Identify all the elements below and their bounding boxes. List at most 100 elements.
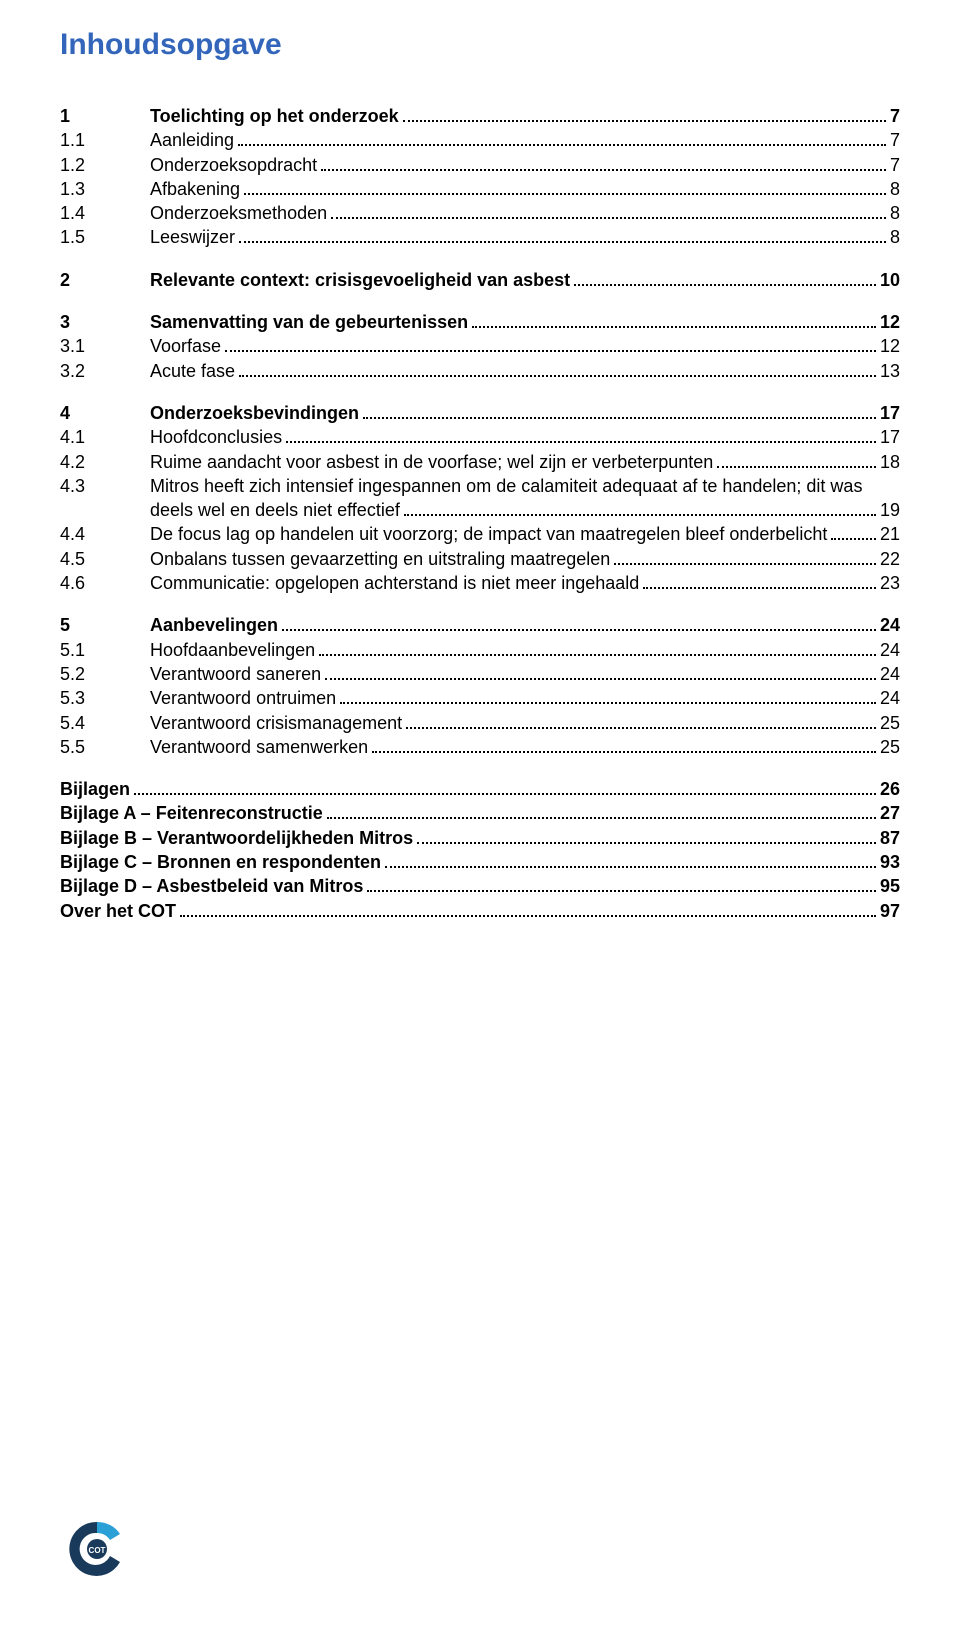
logo: COT (60, 1516, 134, 1582)
toc-number: 4.4 (60, 522, 150, 546)
toc-page: 8 (890, 201, 900, 225)
toc-leader (325, 664, 876, 680)
toc-number: 4.5 (60, 547, 150, 571)
toc-page: 93 (880, 850, 900, 874)
toc-page: 25 (880, 711, 900, 735)
toc-page: 25 (880, 735, 900, 759)
toc-page: 10 (880, 268, 900, 292)
toc-page: 13 (880, 359, 900, 383)
toc-page: 8 (890, 225, 900, 249)
toc-row: 4.5Onbalans tussen gevaarzetting en uits… (60, 547, 900, 571)
toc-gap (60, 759, 900, 777)
toc-label: Bijlagen (60, 777, 130, 801)
toc-leader (321, 155, 886, 171)
toc-row: 2Relevante context: crisisgevoeligheid v… (60, 268, 900, 292)
toc-page: 18 (880, 450, 900, 474)
toc-leader (134, 780, 876, 796)
toc-label: Verantwoord samenwerken (150, 735, 368, 759)
toc-label: Bijlage C – Bronnen en respondenten (60, 850, 381, 874)
toc-leader (363, 403, 876, 419)
toc-label: Onderzoeksopdracht (150, 153, 317, 177)
toc-leader (367, 877, 876, 893)
toc-leader (417, 828, 876, 844)
toc-row: Bijlagen 26 (60, 777, 900, 801)
toc-label: Communicatie: opgelopen achterstand is n… (150, 571, 639, 595)
toc-row: Bijlage D – Asbestbeleid van Mitros95 (60, 874, 900, 898)
toc-row: 1.1Aanleiding7 (60, 128, 900, 152)
toc-gap (60, 86, 900, 104)
toc-row: Bijlage B – Verantwoordelijkheden Mitros… (60, 826, 900, 850)
toc-number: 1.3 (60, 177, 150, 201)
toc-leader (238, 131, 886, 147)
toc-number: 1 (60, 104, 150, 128)
toc-label: Bijlage A – Feitenreconstructie (60, 801, 323, 825)
toc-number: 4 (60, 401, 150, 425)
toc-leader (340, 689, 876, 705)
toc-number: 3 (60, 310, 150, 334)
toc-page: 24 (880, 662, 900, 686)
toc-label: Hoofdaanbevelingen (150, 638, 315, 662)
toc-row: 5.3Verantwoord ontruimen24 (60, 686, 900, 710)
toc-number: 5.3 (60, 686, 150, 710)
toc-page: 12 (880, 310, 900, 334)
toc-label: Ruime aandacht voor asbest in de voorfas… (150, 450, 713, 474)
toc-label: Relevante context: crisisgevoeligheid va… (150, 268, 570, 292)
toc-number: 1.5 (60, 225, 150, 249)
toc-label: Acute fase (150, 359, 235, 383)
logo-text: COT (89, 1546, 106, 1555)
toc-label: Mitros heeft zich intensief ingespannen … (150, 474, 862, 498)
toc-leader (327, 804, 876, 820)
toc-number: 1.2 (60, 153, 150, 177)
toc-page: 23 (880, 571, 900, 595)
toc-leader (331, 204, 886, 220)
toc-page: 97 (880, 899, 900, 923)
toc-label: Aanbevelingen (150, 613, 278, 637)
toc-label: Bijlage B – Verantwoordelijkheden Mitros (60, 826, 413, 850)
toc-number: 5.1 (60, 638, 150, 662)
toc-row: 4Onderzoeksbevindingen17 (60, 401, 900, 425)
toc-page: 19 (880, 498, 900, 522)
toc-leader (286, 428, 876, 444)
toc-label: Aanleiding (150, 128, 234, 152)
toc-page: 7 (890, 153, 900, 177)
toc-number: 5 (60, 613, 150, 637)
toc-leader (406, 713, 876, 729)
toc-label: Verantwoord crisismanagement (150, 711, 402, 735)
toc-row: 5.4Verantwoord crisismanagement25 (60, 711, 900, 735)
toc-leader (244, 179, 886, 195)
toc-leader (372, 737, 876, 753)
toc-leader (403, 107, 886, 123)
toc-number: 4.1 (60, 425, 150, 449)
toc-leader (404, 501, 876, 517)
toc-number: 2 (60, 268, 150, 292)
toc-row: 1.3Afbakening8 (60, 177, 900, 201)
toc-row: 4.1Hoofdconclusies17 (60, 425, 900, 449)
toc-number: 4.2 (60, 450, 150, 474)
toc-label: Onbalans tussen gevaarzetting en uitstra… (150, 547, 610, 571)
toc-number: 5.2 (60, 662, 150, 686)
toc-row: 1.4Onderzoeksmethoden 8 (60, 201, 900, 225)
toc-page: 12 (880, 334, 900, 358)
toc-leader (239, 361, 876, 377)
toc-label: deels wel en deels niet effectief (150, 498, 400, 522)
toc-row: 4.3Mitros heeft zich intensief ingespann… (60, 474, 900, 498)
toc-leader (319, 640, 876, 656)
toc-leader (574, 270, 876, 286)
page-content: Inhoudsopgave 1Toelichting op het onderz… (0, 0, 960, 923)
toc-page: 7 (890, 104, 900, 128)
toc-label: Toelichting op het onderzoek (150, 104, 399, 128)
toc-label: Onderzoeksmethoden (150, 201, 327, 225)
toc-leader (385, 853, 876, 869)
toc-row: 3.1Voorfase12 (60, 334, 900, 358)
toc-row: Bijlage C – Bronnen en respondenten 93 (60, 850, 900, 874)
toc-label: Bijlage D – Asbestbeleid van Mitros (60, 874, 363, 898)
toc-leader (614, 549, 876, 565)
toc-leader (472, 313, 876, 329)
toc-page: 17 (880, 425, 900, 449)
toc-leader (180, 901, 876, 917)
toc-label: Over het COT (60, 899, 176, 923)
toc-page: 27 (880, 801, 900, 825)
toc-page: 24 (880, 686, 900, 710)
toc-number: 1.4 (60, 201, 150, 225)
toc-row: 5.1Hoofdaanbevelingen24 (60, 638, 900, 662)
